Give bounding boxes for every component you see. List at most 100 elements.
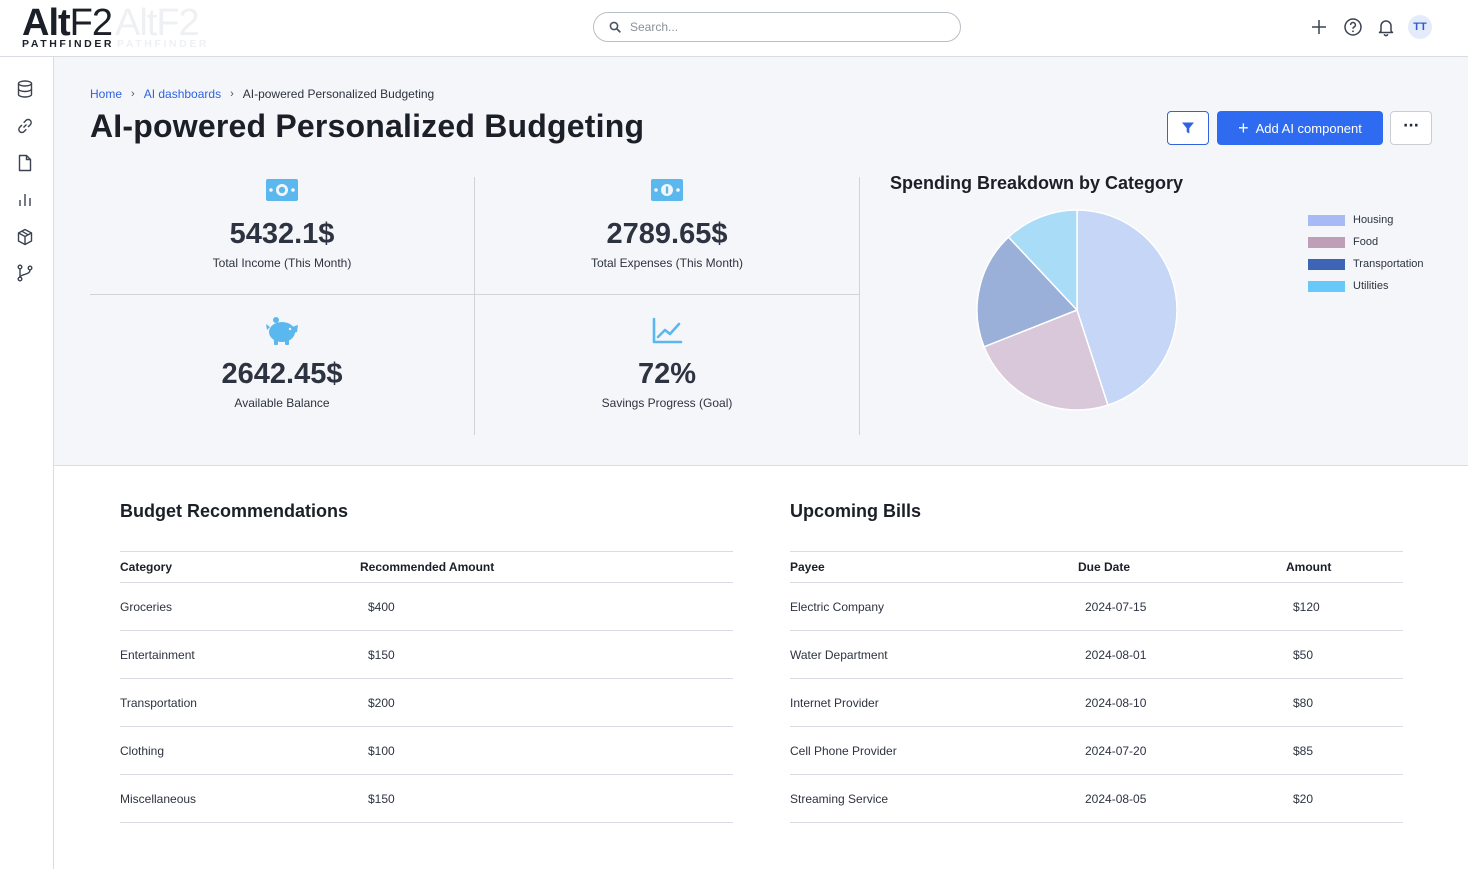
- legend-swatch: [1308, 280, 1345, 292]
- pie-slice-utilities[interactable]: [1007, 209, 1078, 312]
- table-row: Entertainment $150: [120, 630, 733, 679]
- link-icon[interactable]: [15, 116, 35, 136]
- sidebar: [0, 57, 54, 869]
- due-date-cell: 2024-08-10: [1078, 678, 1286, 727]
- legend-swatch: [1308, 236, 1345, 248]
- chevron-right-icon: ›: [131, 88, 135, 100]
- pie-slice-housing[interactable]: [1076, 209, 1178, 407]
- payee-cell: Water Department: [790, 630, 1078, 679]
- amount-cell: $120: [1286, 582, 1403, 631]
- search-box[interactable]: [593, 12, 961, 42]
- legend-item-transportation[interactable]: Transportation: [1308, 253, 1424, 275]
- column-header-due-date: Due Date: [1078, 551, 1286, 583]
- pie-slice-transportation[interactable]: [976, 236, 1079, 348]
- breadcrumb-home[interactable]: Home: [90, 87, 123, 101]
- upcoming-bills-table: Payee Due Date Amount Electric Company 20…: [790, 551, 1403, 823]
- money-icon: [266, 179, 298, 201]
- filter-button[interactable]: [1167, 111, 1209, 145]
- search-icon: [609, 21, 621, 33]
- top-bar: AltF2 PATHFINDER AltF2 PATHFINDER TT: [0, 0, 1468, 57]
- kpi-value: 72%: [637, 358, 697, 390]
- kpi-divider-vertical: [859, 177, 860, 435]
- table-row: Water Department 2024-08-01 $50: [790, 630, 1403, 679]
- kpi-value: 2789.65$: [606, 218, 728, 250]
- amount-cell: $150: [360, 630, 733, 679]
- chevron-right-icon: ›: [230, 88, 234, 100]
- dashboard-hero: Home › AI dashboards › AI-powered Person…: [54, 57, 1468, 466]
- due-date-cell: 2024-08-01: [1078, 630, 1286, 679]
- column-header-category: Category: [120, 551, 360, 583]
- budget-recommendations-table: Category Recommended Amount Groceries $40…: [120, 551, 733, 823]
- table-row: Streaming Service 2024-08-05 $20: [790, 774, 1403, 823]
- avatar[interactable]: TT: [1408, 15, 1432, 39]
- due-date-cell: 2024-07-20: [1078, 726, 1286, 775]
- kpi-label: Savings Progress (Goal): [601, 396, 733, 410]
- amount-cell: $85: [1286, 726, 1403, 775]
- amount-cell: $100: [360, 726, 733, 775]
- table-row: Miscellaneous $150: [120, 774, 733, 823]
- altf2-logo[interactable]: AltF2 PATHFINDER AltF2 PATHFINDER: [22, 4, 222, 52]
- table-row: Internet Provider 2024-08-10 $80: [790, 678, 1403, 727]
- legend-swatch: [1308, 214, 1345, 226]
- search-input[interactable]: [630, 17, 930, 37]
- payee-cell: Internet Provider: [790, 678, 1078, 727]
- category-cell: Transportation: [120, 678, 360, 727]
- amount-cell: $20: [1286, 774, 1403, 823]
- amount-cell: $400: [360, 582, 733, 631]
- cube-icon[interactable]: [15, 227, 35, 247]
- kpi-divider-vertical: [474, 177, 475, 435]
- category-cell: Groceries: [120, 582, 360, 631]
- kpi-value: 2642.45$: [221, 358, 343, 390]
- column-header-amount: Amount: [1286, 551, 1403, 583]
- legend-label: Food: [1353, 236, 1379, 248]
- bell-icon[interactable]: [1376, 17, 1396, 37]
- amount-cell: $150: [360, 774, 733, 823]
- bar-chart-icon[interactable]: [15, 190, 35, 210]
- logo-text: AltF2: [22, 2, 113, 44]
- column-header-recommended-amount: Recommended Amount: [360, 551, 733, 583]
- budget-recommendations-title: Budget Recommendations: [120, 501, 349, 521]
- database-icon[interactable]: [15, 79, 35, 99]
- due-date-cell: 2024-08-05: [1078, 774, 1286, 823]
- money-icon: [651, 179, 683, 201]
- document-icon[interactable]: [15, 153, 35, 173]
- table-header-row: Category Recommended Amount: [120, 551, 733, 583]
- git-branch-icon[interactable]: [15, 263, 35, 283]
- spending-pie-chart: [976, 209, 1178, 411]
- payee-cell: Cell Phone Provider: [790, 726, 1078, 775]
- kpi-total-income: 5432.1$ Total Income (This Month): [90, 177, 474, 295]
- upcoming-bills-title: Upcoming Bills: [790, 501, 922, 521]
- category-cell: Clothing: [120, 726, 360, 775]
- plus-icon[interactable]: [1310, 17, 1328, 37]
- legend-item-food[interactable]: Food: [1308, 231, 1424, 253]
- kpi-divider-horizontal: [90, 294, 859, 295]
- amount-cell: $200: [360, 678, 733, 727]
- logo-watermark: AltF2: [115, 2, 200, 44]
- legend-label: Housing: [1353, 214, 1394, 226]
- chart-title: Spending Breakdown by Category: [890, 173, 1184, 193]
- help-icon[interactable]: [1343, 17, 1363, 37]
- category-cell: Entertainment: [120, 630, 360, 679]
- legend-item-utilities[interactable]: Utilities: [1308, 275, 1424, 297]
- legend-item-housing[interactable]: Housing: [1308, 209, 1424, 231]
- payee-cell: Streaming Service: [790, 774, 1078, 823]
- table-row: Transportation $200: [120, 678, 733, 727]
- breadcrumb: Home › AI dashboards › AI-powered Person…: [90, 87, 434, 101]
- table-row: Clothing $100: [120, 726, 733, 775]
- breadcrumb-current: AI-powered Personalized Budgeting: [242, 87, 435, 101]
- category-cell: Miscellaneous: [120, 774, 360, 823]
- page-title: AI-powered Personalized Budgeting: [90, 108, 645, 144]
- payee-cell: Electric Company: [790, 582, 1078, 631]
- kpi-value: 5432.1$: [229, 218, 335, 250]
- table-row: Groceries $400: [120, 582, 733, 631]
- trend-line-icon: [652, 317, 683, 344]
- kpi-label: Total Income (This Month): [212, 256, 352, 270]
- table-header-row: Payee Due Date Amount: [790, 551, 1403, 583]
- column-header-payee: Payee: [790, 551, 1078, 583]
- logo-sub-watermark: PATHFINDER: [117, 38, 210, 50]
- add-ai-component-button[interactable]: + Add AI component: [1217, 111, 1383, 145]
- breadcrumb-ai-dashboards[interactable]: AI dashboards: [143, 87, 222, 101]
- more-options-button[interactable]: ···: [1390, 111, 1432, 145]
- logo-subtitle: PATHFINDER: [22, 38, 115, 50]
- chart-legend: Housing Food Transportation Utilities: [1308, 209, 1424, 297]
